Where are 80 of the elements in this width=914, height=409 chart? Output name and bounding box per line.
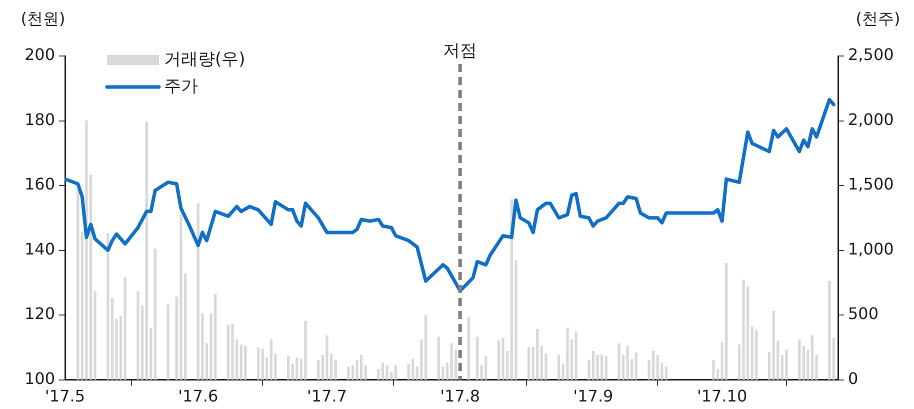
bar <box>476 336 479 380</box>
bar <box>381 362 384 380</box>
bar <box>145 122 148 380</box>
bar <box>566 328 569 380</box>
y2-tick-label: 2,000 <box>848 110 894 129</box>
bar <box>626 346 629 380</box>
bar <box>497 340 500 380</box>
y-tick-label: 120 <box>24 304 55 324</box>
bar <box>76 189 80 380</box>
bar <box>712 360 715 380</box>
y-axis-title: (천원) <box>20 9 66 28</box>
bar <box>424 314 428 380</box>
bar <box>450 343 453 380</box>
bar <box>750 326 754 380</box>
bar <box>180 214 182 380</box>
bar <box>360 354 363 380</box>
bar <box>772 310 775 380</box>
x-tick-label: '17.5 <box>44 386 86 406</box>
y2-tick-label: 500 <box>848 304 879 324</box>
bar <box>304 321 307 380</box>
y2-tick-label: 1,000 <box>848 239 894 258</box>
x-tick-label: '17.6 <box>178 386 218 406</box>
bar <box>502 338 504 380</box>
bar <box>214 294 217 380</box>
y-tick-label: 160 <box>24 174 55 194</box>
bar <box>596 354 599 380</box>
bar <box>106 233 110 380</box>
y-tick-label: 180 <box>24 110 55 129</box>
bar <box>798 339 801 380</box>
bar <box>85 120 88 380</box>
bar <box>317 360 320 380</box>
y2-axis-title: (천주) <box>856 9 900 28</box>
bar <box>527 347 530 380</box>
x-tick-label: '17.9 <box>573 386 614 406</box>
bar <box>664 366 668 380</box>
bar <box>136 291 140 380</box>
bar <box>785 350 788 380</box>
x-tick-label: '17.7 <box>306 386 347 406</box>
bar <box>828 281 831 380</box>
bar <box>536 328 539 380</box>
bar <box>166 304 170 380</box>
legend-label: 거래량(우) <box>164 49 246 70</box>
x-tick-label: '17.10 <box>696 386 748 406</box>
y2-tick-label: 1,500 <box>848 174 894 194</box>
bar <box>154 248 157 380</box>
bar <box>604 356 608 380</box>
x-tick-label: '17.8 <box>440 386 480 406</box>
bar <box>558 354 560 380</box>
bar <box>742 280 745 380</box>
y-tick-label: 140 <box>24 239 55 258</box>
bar <box>226 325 230 380</box>
bar <box>832 338 836 380</box>
bar <box>256 347 260 380</box>
y-tick-label: 100 <box>24 368 55 388</box>
bar <box>326 335 328 380</box>
bar <box>810 335 814 380</box>
bar <box>286 356 290 380</box>
bar <box>231 324 234 380</box>
bar <box>437 336 440 380</box>
bar <box>261 348 264 380</box>
bar <box>768 352 771 380</box>
y2-tick-label: 0 <box>848 368 858 388</box>
ref-line-label: 저점 <box>443 40 478 61</box>
bar <box>296 357 298 380</box>
legend-label: 주가 <box>164 76 198 96</box>
y2-tick-label: 2,500 <box>848 45 894 64</box>
bar <box>574 332 578 380</box>
bar <box>467 317 470 380</box>
bar <box>394 365 397 380</box>
bar <box>592 350 595 380</box>
bar <box>755 330 758 380</box>
bar <box>540 346 544 380</box>
bar <box>386 365 388 380</box>
bar <box>347 366 350 380</box>
y-tick-label: 200 <box>24 45 55 64</box>
bar <box>124 277 126 380</box>
bar <box>618 343 620 380</box>
bar <box>364 365 367 380</box>
bar <box>600 354 604 380</box>
bar <box>634 352 638 380</box>
